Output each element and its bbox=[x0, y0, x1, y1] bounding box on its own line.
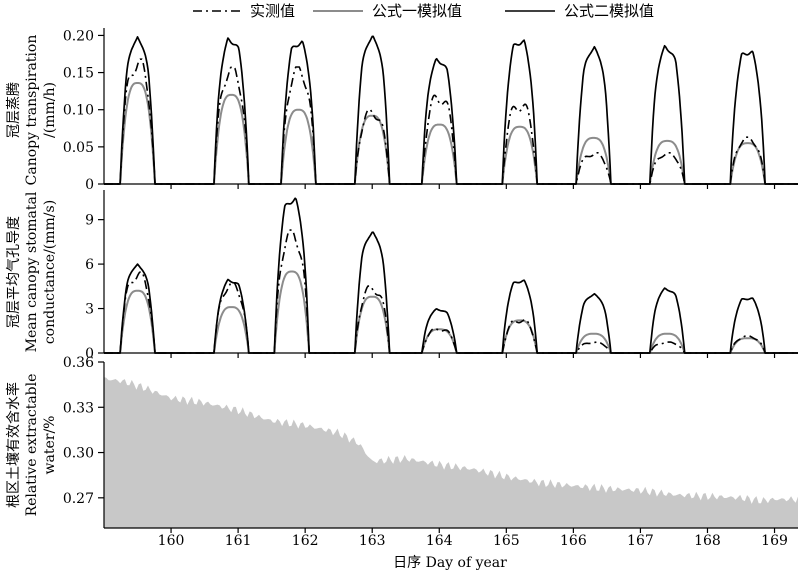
transpiration-ylabel-en1: Canopy transpiration bbox=[24, 35, 40, 186]
conductance-series bbox=[104, 197, 798, 354]
conductance-ylabel-cn: 冠层平均气孔导度 bbox=[6, 216, 22, 328]
rew-ylabel-en2: water/% bbox=[42, 416, 58, 475]
y-tick-label: 0.30 bbox=[63, 446, 94, 462]
panel-rew: 根区土壤有效含水率 Relative extractable water/% 0… bbox=[5, 355, 798, 529]
panel-conductance: 冠层平均气孔导度 Mean canopy stomatal conductanc… bbox=[6, 190, 798, 362]
x-tick-label: 163 bbox=[359, 533, 386, 549]
x-tick-label: 166 bbox=[560, 533, 587, 549]
transpiration-ylabel-en2: /(mm/h) bbox=[42, 82, 58, 138]
rew-y-ticks: 0.36 0.33 0.30 0.27 bbox=[63, 355, 104, 507]
x-tick-label: 165 bbox=[493, 533, 520, 549]
y-tick-label: 9 bbox=[85, 213, 94, 229]
rew-y-axis-label: 根区土壤有效含水率 Relative extractable water/% bbox=[5, 374, 58, 517]
y-tick-label: 0 bbox=[85, 177, 94, 193]
legend-measured-label: 实测值 bbox=[250, 2, 295, 20]
transpiration-y-axis-label: 冠层蒸腾 Canopy transpiration /(mm/h) bbox=[5, 35, 58, 186]
panel-transpiration: 冠层蒸腾 Canopy transpiration /(mm/h) 00.050… bbox=[5, 28, 798, 193]
rew-series bbox=[104, 377, 798, 528]
transpiration-series bbox=[104, 35, 798, 185]
y-tick-label: 0.10 bbox=[63, 103, 94, 119]
legend-formula1-label: 公式一模拟值 bbox=[372, 2, 462, 20]
series-formula2 bbox=[104, 35, 798, 185]
x-axis-ticks: 160 161 162 163 164 165 166 167 168 169 bbox=[158, 184, 788, 549]
legend-formula2-label: 公式二模拟值 bbox=[564, 2, 654, 20]
series-formula2 bbox=[104, 197, 798, 354]
y-tick-label: 3 bbox=[85, 302, 94, 318]
x-tick-label: 161 bbox=[225, 533, 252, 549]
y-tick-label: 0.20 bbox=[63, 28, 94, 44]
y-tick-label: 0.05 bbox=[63, 140, 94, 156]
conductance-y-ticks: 0 3 6 9 bbox=[85, 213, 104, 362]
rew-area bbox=[104, 377, 798, 528]
conductance-y-axis-label: 冠层平均气孔导度 Mean canopy stomatal conductanc… bbox=[6, 191, 58, 352]
transpiration-y-ticks: 0 0.05 0.10 0.15 0.20 bbox=[63, 28, 104, 193]
y-tick-label: 6 bbox=[85, 257, 94, 273]
conductance-ylabel-en2: conductance/(mm/s) bbox=[42, 200, 58, 344]
x-tick-label: 167 bbox=[627, 533, 654, 549]
series-formula1 bbox=[104, 270, 798, 354]
x-axis-title: 日序 Day of year bbox=[393, 555, 507, 571]
x-tick-label: 162 bbox=[292, 533, 319, 549]
y-tick-label: 0.27 bbox=[63, 491, 94, 507]
series-formula1 bbox=[104, 82, 798, 185]
y-tick-label: 0.33 bbox=[63, 400, 94, 416]
x-tick-label: 160 bbox=[158, 533, 185, 549]
conductance-ylabel-en1: Mean canopy stomatal bbox=[24, 191, 40, 352]
rew-ylabel-en1: Relative extractable bbox=[24, 374, 40, 517]
x-tick-label: 164 bbox=[426, 533, 453, 549]
y-tick-label: 0.36 bbox=[63, 355, 94, 371]
y-tick-label: 0.15 bbox=[63, 66, 94, 82]
transpiration-ylabel-cn: 冠层蒸腾 bbox=[5, 82, 22, 138]
x-tick-label: 168 bbox=[694, 533, 721, 549]
legend: 实测值 公式一模拟值 公式二模拟值 bbox=[193, 2, 654, 20]
series-measured bbox=[104, 229, 798, 354]
rew-ylabel-cn: 根区土壤有效含水率 bbox=[5, 382, 22, 508]
series-measured bbox=[104, 58, 798, 185]
x-tick-label: 169 bbox=[761, 533, 788, 549]
y-tick-label: 0 bbox=[85, 346, 94, 362]
